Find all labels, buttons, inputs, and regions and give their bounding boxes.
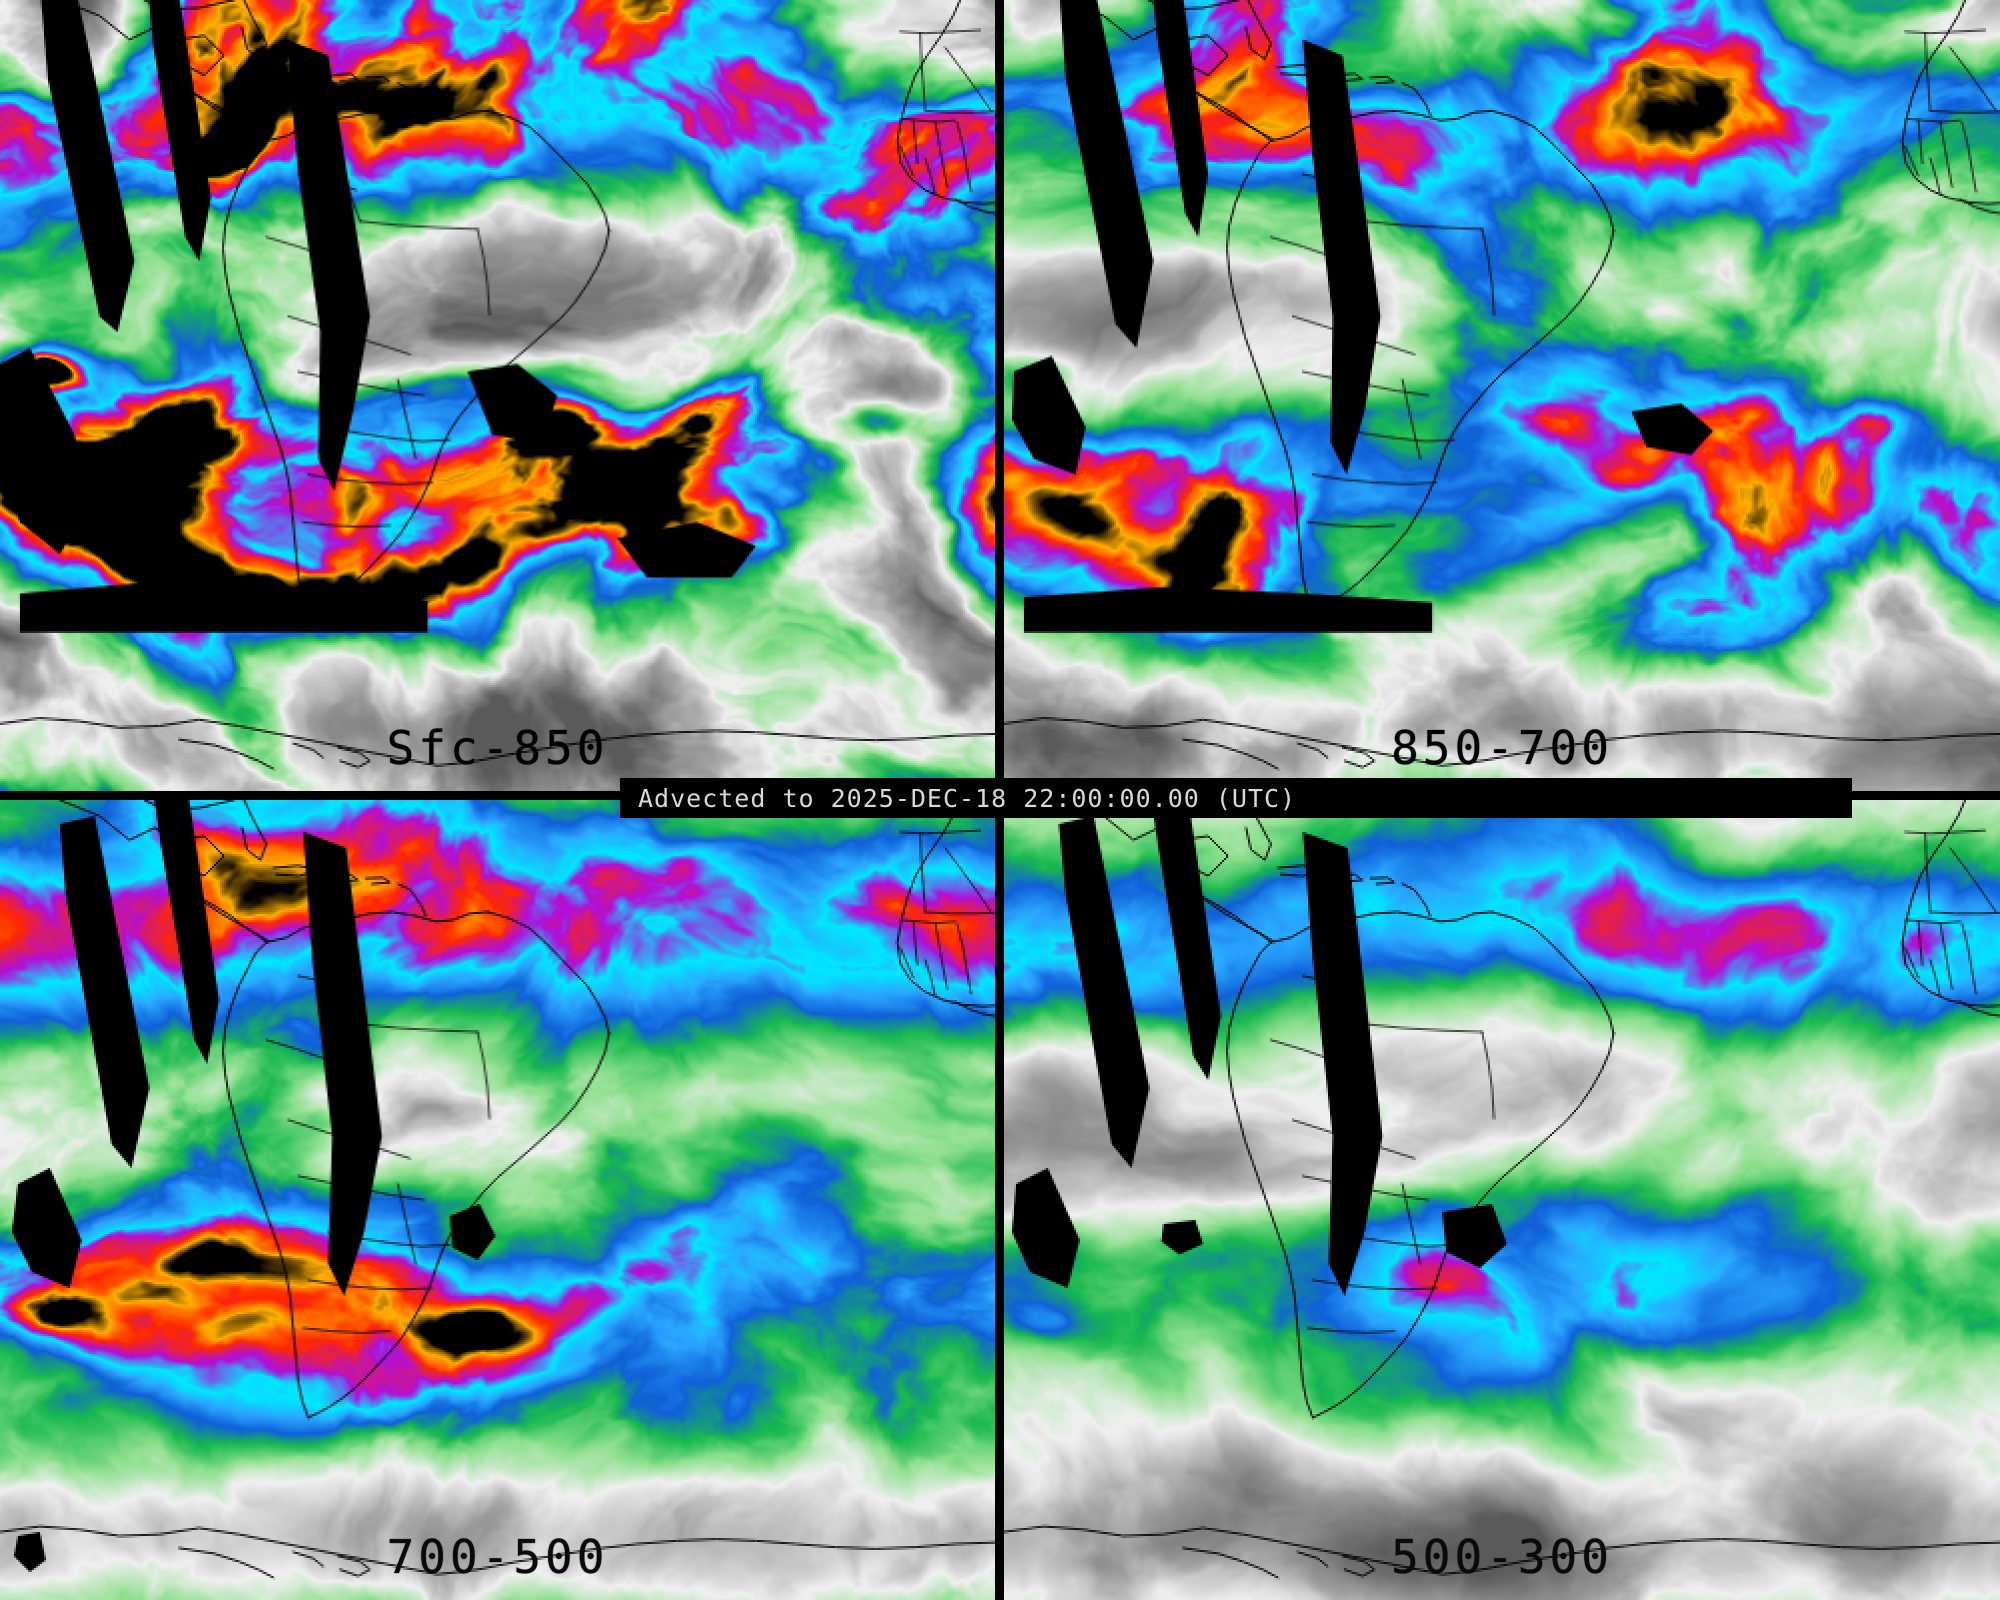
panel-500-300[interactable]: 500-300 xyxy=(1004,800,2000,1600)
panel-850-700[interactable]: 850-700 xyxy=(1004,0,2000,791)
timestamp-text: Advected to 2025-DEC-18 22:00:00.00 (UTC… xyxy=(638,783,1297,813)
panel-500-300-canvas xyxy=(1004,800,2000,1600)
panel-sfc-850-canvas xyxy=(0,0,995,791)
panel-sfc-850[interactable]: Sfc-850 xyxy=(0,0,995,791)
panel-700-500-canvas xyxy=(0,800,995,1600)
panel-700-500[interactable]: 700-500 xyxy=(0,800,995,1600)
panel-850-700-canvas xyxy=(1004,0,2000,791)
timestamp-bar: Advected to 2025-DEC-18 22:00:00.00 (UTC… xyxy=(620,778,1852,818)
